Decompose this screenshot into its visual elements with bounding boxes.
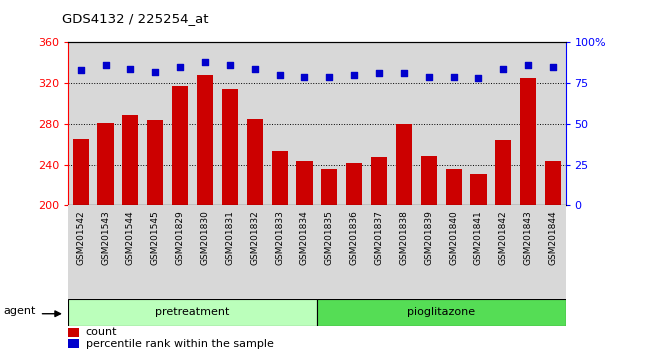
Point xyxy=(424,74,434,80)
Bar xyxy=(246,119,263,354)
Bar xyxy=(321,169,337,354)
Bar xyxy=(317,299,566,326)
Point xyxy=(200,59,210,65)
Point xyxy=(75,67,86,73)
Bar xyxy=(471,174,487,354)
Point xyxy=(374,70,384,76)
Point xyxy=(274,72,285,78)
Point xyxy=(324,74,335,80)
Text: GSM201829: GSM201829 xyxy=(176,210,185,265)
Text: GSM201544: GSM201544 xyxy=(126,210,135,265)
Point xyxy=(250,66,260,72)
Bar xyxy=(371,158,387,354)
Text: GSM201833: GSM201833 xyxy=(275,210,284,265)
Bar xyxy=(346,162,362,354)
Text: percentile rank within the sample: percentile rank within the sample xyxy=(86,338,274,349)
Bar xyxy=(73,139,89,354)
Bar xyxy=(147,120,163,354)
Bar xyxy=(197,75,213,354)
Bar xyxy=(68,339,79,348)
Point xyxy=(299,74,309,80)
Point xyxy=(398,70,409,76)
Text: GSM201842: GSM201842 xyxy=(499,210,508,265)
Point xyxy=(175,64,185,70)
Text: GSM201839: GSM201839 xyxy=(424,210,434,265)
Point xyxy=(225,62,235,68)
Point xyxy=(349,72,359,78)
Bar xyxy=(396,124,412,354)
Point xyxy=(125,66,136,72)
Text: GSM201542: GSM201542 xyxy=(76,210,85,265)
Point xyxy=(473,75,484,81)
Bar xyxy=(98,123,114,354)
Text: GSM201543: GSM201543 xyxy=(101,210,110,265)
Text: GSM201830: GSM201830 xyxy=(200,210,209,265)
Text: GDS4132 / 225254_at: GDS4132 / 225254_at xyxy=(62,12,208,25)
Text: agent: agent xyxy=(3,306,36,316)
Text: GSM201834: GSM201834 xyxy=(300,210,309,265)
Bar xyxy=(495,140,512,354)
Bar xyxy=(172,86,188,354)
Text: GSM201840: GSM201840 xyxy=(449,210,458,265)
Text: pioglitazone: pioglitazone xyxy=(407,307,475,318)
Bar xyxy=(222,89,238,354)
Text: pretreatment: pretreatment xyxy=(155,307,229,318)
Text: count: count xyxy=(86,327,117,337)
Bar xyxy=(68,299,317,326)
Bar xyxy=(421,156,437,354)
Text: GSM201832: GSM201832 xyxy=(250,210,259,265)
Bar xyxy=(445,169,462,354)
Bar xyxy=(545,160,561,354)
Text: GSM201545: GSM201545 xyxy=(151,210,160,265)
Bar xyxy=(68,328,79,337)
Text: GSM201838: GSM201838 xyxy=(399,210,408,265)
Text: GSM201844: GSM201844 xyxy=(549,210,558,265)
Bar xyxy=(122,115,138,354)
Bar xyxy=(296,160,313,354)
Text: GSM201843: GSM201843 xyxy=(524,210,533,265)
Text: GSM201836: GSM201836 xyxy=(350,210,359,265)
Bar xyxy=(520,78,536,354)
Point xyxy=(498,66,508,72)
Point xyxy=(448,74,459,80)
Point xyxy=(523,62,534,68)
Text: GSM201835: GSM201835 xyxy=(325,210,334,265)
Bar xyxy=(272,152,288,354)
Text: GSM201841: GSM201841 xyxy=(474,210,483,265)
Point xyxy=(548,64,558,70)
Bar xyxy=(68,205,566,299)
Point xyxy=(100,62,110,68)
Text: GSM201831: GSM201831 xyxy=(226,210,235,265)
Point xyxy=(150,69,161,75)
Text: GSM201837: GSM201837 xyxy=(374,210,384,265)
